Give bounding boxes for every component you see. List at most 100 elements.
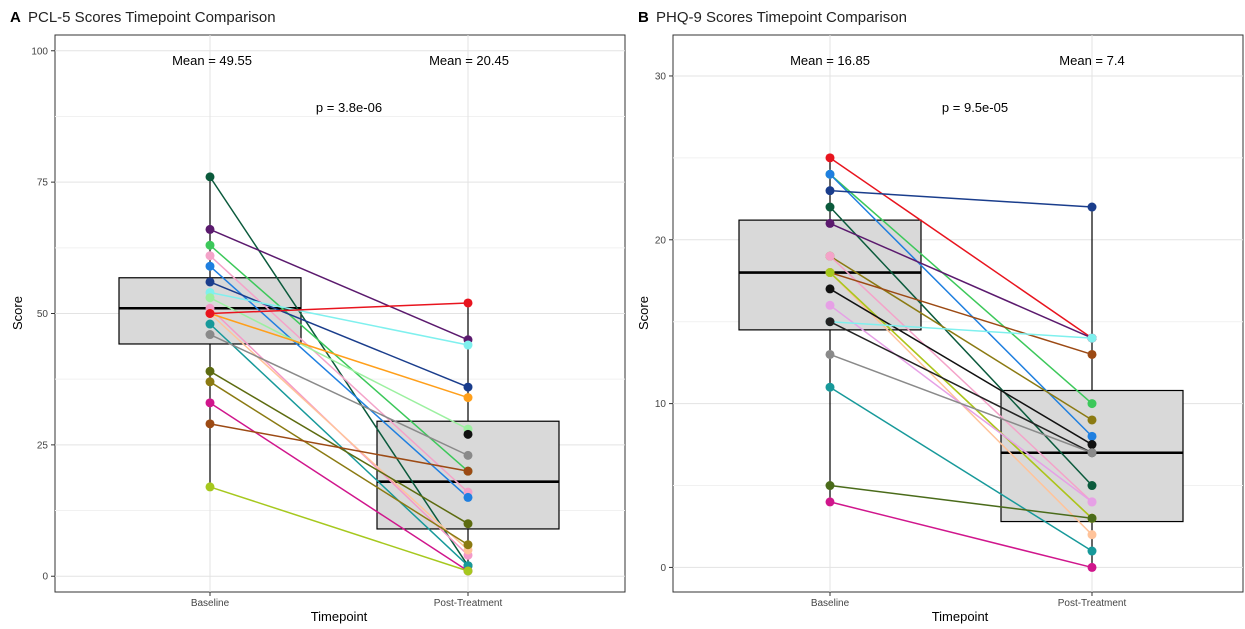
pair-line [209,281,469,388]
baseline-point [825,153,835,163]
baseline-point [825,300,835,310]
post-point [463,540,473,550]
y-tick-label: 50 [37,309,49,320]
post-point [1087,546,1097,556]
post-point [463,466,473,476]
baseline-point [825,218,835,228]
pair-line [209,291,469,346]
baseline-point [205,377,215,387]
y-tick-label: 30 [655,71,667,82]
baseline-point [205,309,215,318]
post-point [1087,513,1097,523]
panel-b-mean-post: Mean = 7.4 [1059,53,1124,68]
post-point [463,519,473,529]
pair-line [209,402,469,572]
panel-a-p-value: p = 3.8e-06 [316,100,382,115]
panel-a-xlabel: Timepoint [311,609,368,624]
post-point [463,340,473,350]
panel-b-xtick-baseline: Baseline [811,598,850,609]
baseline-point [205,251,215,261]
baseline-point [205,482,215,492]
post-point [1087,415,1097,425]
y-tick-label: 75 [37,178,49,189]
pair-line [209,255,469,493]
pair-line [209,323,469,567]
post-point [463,566,473,576]
pair-line [829,173,1093,405]
pair-line [829,271,1093,356]
y-tick-label: 20 [655,235,667,246]
pair-line [209,302,469,315]
pair-line [829,353,1093,454]
panel-b-letter: B [638,9,649,26]
y-tick-label: 10 [655,399,667,410]
pair-line [829,255,1093,421]
baseline-point [205,240,215,250]
pair-line [209,244,469,472]
pair-line [829,206,1093,487]
baseline-point [205,261,215,271]
baseline-point [825,186,835,196]
baseline-point [205,398,215,408]
panel-b-points [825,153,1097,572]
panel-a-mean-post: Mean = 20.45 [429,53,509,68]
post-point [1087,530,1097,540]
post-point [1087,448,1097,458]
panel-b-lines [829,157,1093,569]
pair-line [209,297,469,430]
y-tick-label: 0 [42,572,48,583]
y-tick-label: 100 [31,46,48,57]
panel-a-title: PCL-5 Scores Timepoint Comparison [28,9,276,26]
panel-b-yticks: 0 10 20 30 [655,71,1093,596]
post-point [463,393,473,403]
baseline-point [825,268,835,278]
post-point [1087,497,1097,507]
post-point [1087,399,1097,409]
post-point [1087,562,1097,572]
post-point [463,429,473,439]
pair-line [209,333,469,457]
post-point [1087,349,1097,359]
post-point [463,382,473,392]
pair-line [829,320,1093,339]
pair-line [209,486,469,572]
baseline-point [205,330,215,340]
panel-b-ylabel: Score [636,296,651,330]
pair-line [829,501,1093,569]
post-point [1087,440,1097,450]
post-point [1087,431,1097,441]
post-point [1087,333,1097,343]
baseline-point [205,277,215,287]
panel-a-xtick-post: Post-Treatment [434,598,503,609]
panel-b-xtick-post: Post-Treatment [1058,598,1127,609]
post-point [463,450,473,460]
baseline-point [205,172,215,182]
baseline-point [825,202,835,212]
pair-line [829,321,1093,454]
post-point [463,298,473,308]
pair-line [209,312,469,399]
pair-line [829,271,1093,519]
post-point [1087,481,1097,491]
baseline-point [825,497,835,507]
panel-a-xtick-baseline: Baseline [191,598,230,609]
panel-b: B PHQ-9 Scores Timepoint Comparison 0 10 2… [636,9,1244,624]
baseline-point [205,319,215,329]
baseline-point [205,293,215,303]
panel-a-points [205,172,473,576]
baseline-point [825,481,835,491]
baseline-point [825,317,835,327]
panel-a: A PCL-5 Scores Timepoint Comparison 0 25 5… [10,9,626,624]
panel-a-letter: A [10,9,21,26]
panel-b-xlabel: Timepoint [932,609,989,624]
baseline-point [205,419,215,429]
baseline-point [825,382,835,392]
pair-line [829,255,1093,503]
post-point [463,492,473,502]
post-point [1087,202,1097,212]
baseline-point [825,251,835,261]
baseline-point [205,366,215,376]
pair-line [829,484,1093,520]
baseline-point [825,169,835,179]
